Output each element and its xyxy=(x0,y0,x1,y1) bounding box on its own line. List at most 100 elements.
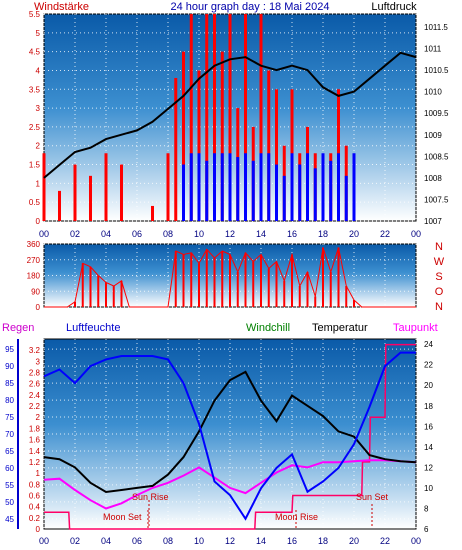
rain-tick-label: 1.6 xyxy=(29,436,41,445)
humidity-tick-label: 45 xyxy=(5,515,14,524)
top-title: 24 hour graph day : 18 Mai 2024 xyxy=(170,1,329,13)
wind-speed-bar xyxy=(189,14,193,221)
left-tick-label: 3 xyxy=(36,104,41,113)
x-tick-label: 20 xyxy=(349,229,359,239)
sun-rise-text: Sun Rise xyxy=(132,492,169,502)
compass-letter: W xyxy=(434,256,445,268)
top-ticks: 00.511.522.533.544.555.510071007.5100810… xyxy=(29,10,449,239)
wind-direction-bar xyxy=(205,249,208,307)
left-tick-label: 5 xyxy=(36,29,41,38)
right-tick-label: 1007.5 xyxy=(424,195,449,204)
x-tick-label: 18 xyxy=(318,229,328,239)
humidity-tick-label: 70 xyxy=(5,430,14,439)
temperature-tick-label: 22 xyxy=(424,361,433,370)
temperature-line xyxy=(43,370,417,494)
dewpoint-label: Taupunkt xyxy=(393,322,438,334)
gust-bar xyxy=(337,153,340,221)
wind-speed-bar xyxy=(73,164,77,221)
wind-speed-bar xyxy=(205,14,209,221)
moon-set-annotation: Moon Set xyxy=(103,510,149,528)
dewpoint-line xyxy=(43,459,417,510)
wind-speed-bar xyxy=(42,153,46,221)
x-tick-label: 12 xyxy=(225,229,235,239)
rain-tick-label: 0.2 xyxy=(29,514,41,523)
gust-bar xyxy=(182,164,185,221)
wind-direction-bar xyxy=(252,261,255,307)
gust-bar xyxy=(313,168,317,221)
x-tick-label: 00 xyxy=(411,536,421,546)
wind-speed-bar xyxy=(244,14,247,221)
right-tick-label: 1011 xyxy=(424,45,442,54)
humidity-tick-label: 60 xyxy=(5,464,14,473)
wind-speed-bar xyxy=(220,51,224,221)
temperature-tick-label: 24 xyxy=(424,340,433,349)
wind-direction-bar xyxy=(244,252,247,307)
temperature-tick-label: 8 xyxy=(424,504,429,513)
left-tick-label: 3.5 xyxy=(29,85,41,94)
wind-speed-bar xyxy=(166,153,170,221)
wind-direction-bar xyxy=(74,301,76,307)
wind-speed-bar xyxy=(228,14,232,221)
moon-set-text: Moon Set xyxy=(103,512,142,522)
top-left-label: Windstärke xyxy=(34,1,89,13)
left-tick-label: 2 xyxy=(36,142,41,151)
humidity-line xyxy=(43,351,416,521)
wind-direction-bar xyxy=(221,251,224,307)
wind-direction-bar xyxy=(298,286,301,307)
humidity-tick-label: 90 xyxy=(5,362,14,371)
wind-speed-bar xyxy=(259,14,263,221)
temperature-tick-label: 18 xyxy=(424,402,433,411)
right-tick-label: 1011.5 xyxy=(424,23,448,32)
right-tick-label: 1010 xyxy=(424,88,442,97)
gust-bar xyxy=(290,153,294,221)
wind-direction-bar xyxy=(353,300,355,307)
humidity-tick-label: 50 xyxy=(5,498,14,507)
wind-direction-bar xyxy=(81,263,84,307)
wind-direction-bar xyxy=(306,272,309,307)
left-tick-label: 180 xyxy=(27,272,41,281)
gust-bar xyxy=(228,153,232,221)
wind-direction-bar xyxy=(89,266,92,307)
gust-bar xyxy=(220,153,224,221)
x-tick-label: 06 xyxy=(132,536,142,546)
gust-bar xyxy=(306,153,309,221)
x-tick-label: 10 xyxy=(194,536,204,546)
right-tick-label: 1009.5 xyxy=(424,109,449,118)
wind-speed-bar xyxy=(120,164,123,221)
wind-speed-bar xyxy=(151,205,154,221)
right-tick-label: 1010.5 xyxy=(424,66,449,75)
x-tick-label: 06 xyxy=(132,229,142,239)
gust-bar xyxy=(267,153,271,221)
wind-direction-bars xyxy=(44,247,416,308)
temperature-tick-label: 14 xyxy=(424,443,433,452)
left-tick-label: 1.5 xyxy=(29,161,41,170)
compass-letter: O xyxy=(435,286,444,298)
temperature-tick-label: 20 xyxy=(424,381,433,390)
x-tick-label: 18 xyxy=(318,536,328,546)
wind-direction-bar xyxy=(267,268,270,307)
wind-direction-bar xyxy=(105,282,107,307)
gust-bar xyxy=(321,153,325,221)
temperature-label: Temperatur xyxy=(312,322,368,334)
x-tick-label: 00 xyxy=(411,229,421,239)
bottom-ticks: 45 50 55 60 65 70 75 80 85 90 95 0 0.2 0.4 0.6 0.8 1 1.2 1… xyxy=(5,340,433,546)
gust-bar xyxy=(282,175,286,221)
temperature-tick-label: 12 xyxy=(424,463,433,472)
x-tick-label: 04 xyxy=(101,536,111,546)
rain-tick-label: 1.8 xyxy=(29,424,41,433)
humidity-tick-label: 95 xyxy=(5,345,14,354)
x-tick-label: 02 xyxy=(70,229,80,239)
gust-bar xyxy=(352,153,356,221)
wind-direction-bar xyxy=(275,261,278,307)
wind-direction-bar xyxy=(314,296,317,307)
moon-rise-annotation: Moon Rise xyxy=(275,510,318,528)
wind-direction-bar xyxy=(329,272,332,307)
temperature-tick-label: 6 xyxy=(424,525,429,534)
gust-bar xyxy=(251,160,255,221)
wind-speed-bar xyxy=(213,14,216,221)
rain-tick-label: 1.4 xyxy=(29,447,41,456)
rain-label: Regen xyxy=(2,322,34,334)
middle-ticks: 0 90 180 270 360 xyxy=(27,240,41,312)
rain-tick-label: 1.2 xyxy=(29,458,41,467)
